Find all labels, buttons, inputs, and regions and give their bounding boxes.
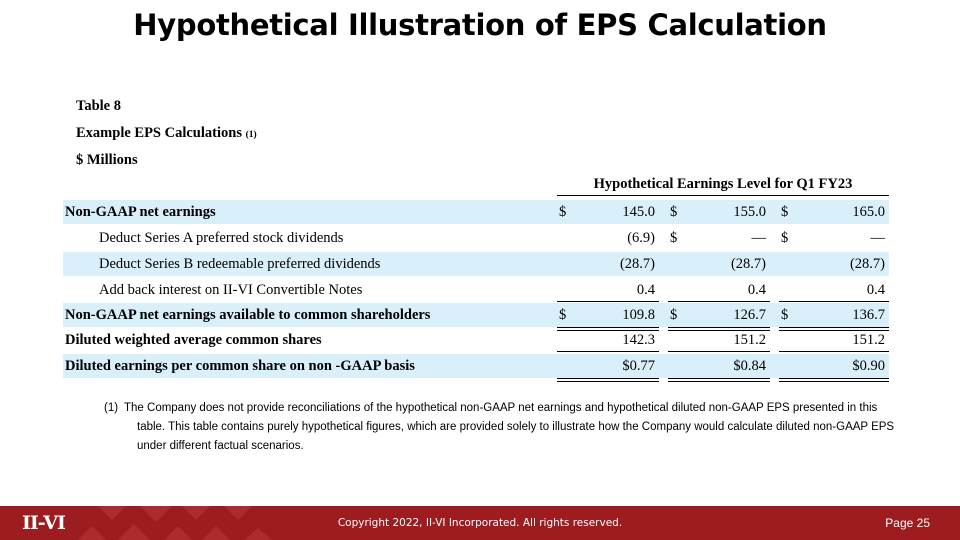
cell-value: $0.84 (733, 358, 766, 374)
table-caption-note: (1) (245, 130, 257, 140)
total-double-rule (779, 327, 889, 331)
cell-value: (6.9) (627, 230, 655, 246)
cell-value: $0.77 (622, 358, 655, 374)
table-cell: $0.77 (557, 358, 659, 378)
table-row: Diluted earnings per common share on non… (63, 354, 889, 378)
total-double-rule (668, 378, 770, 382)
table-cell: 142.3 (557, 332, 659, 352)
total-double-rule (557, 327, 659, 331)
cell-value: 136.7 (852, 307, 885, 323)
row-label: Deduct Series A preferred stock dividend… (99, 230, 344, 246)
table-cell: (28.7) (668, 256, 770, 276)
subtotal-rule (668, 301, 770, 302)
table-cell: $ — (779, 230, 889, 250)
table-cell: $165.0 (779, 204, 889, 224)
dollar-sign: $ (781, 204, 789, 220)
slide-title: Hypothetical Illustration of EPS Calcula… (133, 8, 827, 42)
cell-value: 109.8 (622, 307, 655, 323)
total-double-rule (779, 378, 889, 382)
table-row: Non-GAAP net earnings $145.0 $155.0 $165… (63, 200, 889, 224)
table-row: Deduct Series B redeemable preferred div… (63, 252, 889, 276)
cell-value: 142.3 (622, 332, 655, 348)
table-units: $ Millions (76, 152, 138, 168)
cell-value: 165.0 (852, 204, 885, 220)
cell-value: — (870, 230, 886, 246)
subtotal-rule (668, 351, 770, 352)
footnote-marker: (1) (104, 402, 119, 414)
table-number: Table 8 (76, 98, 121, 114)
table-row: Deduct Series A preferred stock dividend… (63, 226, 889, 250)
footnote: (1) The Company does not provide reconci… (104, 399, 904, 456)
dollar-sign: $ (781, 230, 789, 246)
footnote-text: The Company does not provide reconciliat… (124, 402, 895, 452)
dollar-sign: $ (559, 204, 567, 220)
table-cell: $0.84 (668, 358, 770, 378)
subtotal-rule (557, 351, 659, 352)
cell-value: (28.7) (849, 256, 885, 272)
table-row: Non-GAAP net earnings available to commo… (63, 303, 889, 327)
table-cell: 0.4 (779, 282, 889, 302)
table-cell: (28.7) (779, 256, 889, 276)
table-cell: 151.2 (668, 332, 770, 352)
total-double-rule (557, 378, 659, 382)
dollar-sign: $ (559, 307, 567, 323)
cell-value: 151.2 (733, 332, 766, 348)
table-row: Diluted weighted average common shares 1… (63, 328, 889, 352)
table-cell: $126.7 (668, 307, 770, 327)
table-cell: $136.7 (779, 307, 889, 327)
table-cell: 0.4 (668, 282, 770, 302)
table-caption: Example EPS Calculations (1) (76, 125, 257, 142)
table-cell: 151.2 (779, 332, 889, 352)
row-label: Non-GAAP net earnings available to commo… (65, 307, 431, 323)
table-cell: (6.9) (557, 230, 659, 250)
row-label: Non-GAAP net earnings (65, 204, 216, 220)
cell-value: 151.2 (852, 332, 885, 348)
cell-value: 126.7 (733, 307, 766, 323)
cell-value: 145.0 (622, 204, 655, 220)
dollar-sign: $ (781, 307, 789, 323)
row-label: Diluted weighted average common shares (65, 332, 322, 348)
dollar-sign: $ (670, 230, 678, 246)
table-cell: $ — (668, 230, 770, 250)
dollar-sign: $ (670, 204, 678, 220)
column-header: Hypothetical Earnings Level for Q1 FY23 (593, 176, 853, 192)
cell-value: 0.4 (747, 282, 766, 298)
table-cell: $155.0 (668, 204, 770, 224)
cell-value: 0.4 (866, 282, 885, 298)
table-cell: $0.90 (779, 358, 889, 378)
cell-value: (28.7) (619, 256, 655, 272)
table-row: Add back interest on II-VI Convertible N… (63, 278, 889, 302)
cell-value: $0.90 (852, 358, 885, 374)
page-number: Page 25 (885, 516, 930, 530)
table-cell: 0.4 (557, 282, 659, 302)
table-caption-text: Example EPS Calculations (76, 125, 242, 141)
subtotal-rule (557, 301, 659, 302)
footer-pattern (78, 506, 272, 540)
subtotal-rule (779, 301, 889, 302)
company-logo: II-VI (22, 512, 66, 534)
row-label: Add back interest on II-VI Convertible N… (99, 282, 363, 298)
dollar-sign: $ (670, 307, 678, 323)
cell-value: — (751, 230, 767, 246)
header-rule (557, 195, 889, 196)
table-cell: $109.8 (557, 307, 659, 327)
table-cell: (28.7) (557, 256, 659, 276)
row-label: Diluted earnings per common share on non… (65, 358, 415, 374)
cell-value: 155.0 (733, 204, 766, 220)
table-header: Hypothetical Earnings Level for Q1 FY23 (63, 170, 889, 200)
cell-value: 0.4 (636, 282, 655, 298)
subtotal-rule (779, 351, 889, 352)
table-cell: $145.0 (557, 204, 659, 224)
cell-value: (28.7) (730, 256, 766, 272)
total-double-rule (668, 327, 770, 331)
row-label: Deduct Series B redeemable preferred div… (99, 256, 381, 272)
copyright-text: Copyright 2022, II-VI Incorporated. All … (337, 517, 623, 529)
